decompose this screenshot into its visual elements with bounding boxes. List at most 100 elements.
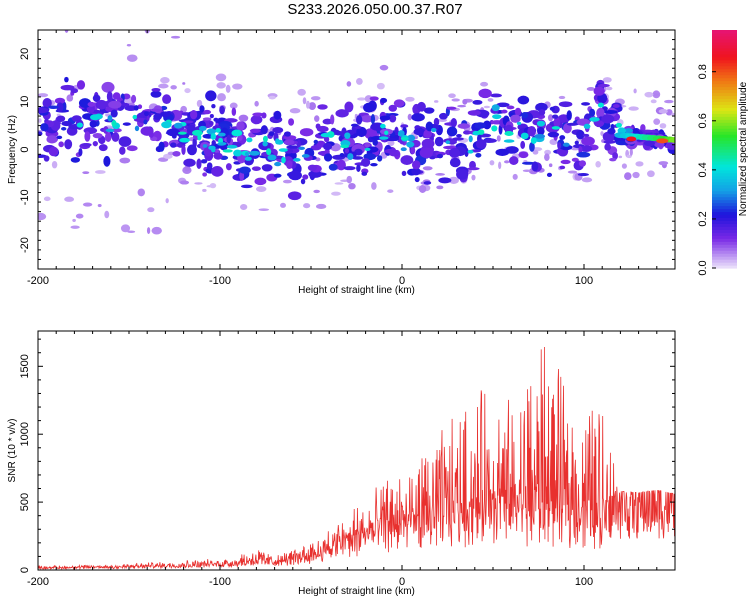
spectral-blob: [95, 99, 108, 110]
spectral-blob: [211, 166, 224, 177]
spectral-blob: [366, 146, 379, 153]
spectral-blob: [205, 90, 217, 102]
spectral-blob: [467, 110, 481, 116]
spectral-blob: [288, 170, 302, 181]
spectral-hotspot: [536, 120, 546, 127]
bottom-y-tick-label: 1500: [19, 354, 31, 378]
colorbar-segment: [712, 122, 737, 126]
colorbar-segment: [712, 226, 737, 230]
spectral-hotspot: [504, 130, 514, 137]
spectral-blob-faint: [496, 135, 501, 142]
colorbar-segment: [712, 98, 737, 102]
spectral-blob-faint: [387, 189, 394, 193]
spectral-hotspot: [624, 128, 633, 134]
spectral-hotspot: [192, 129, 203, 136]
spectral-blob-faint: [379, 64, 389, 71]
spectral-hotspot: [468, 135, 473, 143]
spectral-blob: [380, 97, 388, 104]
spectral-hotspot: [267, 154, 277, 161]
colorbar-label: Normalized spectral amplitude: [738, 81, 749, 216]
spectral-blob: [518, 151, 529, 159]
spectral-blob: [609, 157, 617, 162]
spectral-blob-faint: [595, 161, 601, 168]
spectral-blob: [273, 173, 282, 178]
spectral-blob: [411, 113, 425, 122]
spectral-blob-faint: [315, 203, 327, 209]
bottom-x-axis-label: Height of straight line (km): [298, 586, 415, 597]
spectral-blob: [581, 136, 595, 146]
spectral-blob: [209, 121, 214, 125]
spectral-blob: [288, 118, 295, 126]
spectral-blob: [219, 105, 225, 115]
colorbar-segment: [712, 116, 737, 120]
spectral-blob: [133, 117, 147, 122]
spectral-hotspot: [344, 132, 351, 139]
colorbar-segment: [712, 214, 737, 219]
spectral-blob: [457, 123, 470, 129]
spectral-blob: [566, 110, 572, 121]
spectral-blob-faint: [120, 224, 131, 233]
spectral-blob: [363, 102, 375, 113]
spectral-blob-faint: [504, 160, 510, 164]
colorbar-segment: [712, 137, 737, 141]
spectral-blob: [162, 94, 172, 105]
colorbar-segment: [712, 101, 737, 105]
spectral-blob: [604, 109, 618, 114]
spectral-blob: [456, 168, 469, 180]
spectral-hotspot: [534, 133, 546, 139]
colorbar-segment: [712, 208, 737, 213]
spectral-blob-faint: [371, 182, 377, 190]
spectral-blob: [111, 132, 120, 142]
spectral-blob-faint: [632, 171, 640, 179]
spectral-blob-faint: [547, 114, 554, 122]
spectral-blob: [231, 107, 237, 116]
colorbar-segment: [712, 107, 737, 111]
spectral-hotspot: [400, 147, 407, 152]
colorbar-segment: [712, 131, 737, 135]
spectral-blob: [581, 102, 591, 106]
spectral-hotspot: [76, 122, 83, 128]
spectral-blob: [130, 94, 137, 104]
spectral-blob: [538, 109, 546, 116]
spectral-blob: [419, 147, 434, 159]
spectral-blob: [501, 109, 508, 114]
spectral-blob-faint: [346, 81, 352, 87]
colorbar-segment: [712, 154, 737, 159]
spectral-blob-faint: [58, 25, 62, 29]
spectral-hotspot: [198, 125, 207, 131]
spectral-blob-faint: [462, 98, 468, 105]
spectral-blob-faint: [146, 227, 151, 234]
spectral-blob-faint: [522, 169, 532, 173]
spectral-blob: [170, 142, 177, 148]
spectral-blob: [108, 100, 122, 109]
spectral-blob: [323, 142, 333, 151]
colorbar-segment: [712, 77, 737, 82]
spectral-blob: [436, 153, 444, 159]
spectral-blob: [510, 114, 521, 123]
spectral-blob: [435, 139, 444, 146]
spectral-blob: [64, 139, 73, 150]
spectral-blob: [150, 90, 162, 98]
spectral-blob: [211, 140, 216, 146]
spectral-blob: [70, 88, 79, 94]
spectral-peak: [626, 136, 637, 142]
colorbar-segment: [712, 62, 737, 67]
spectral-blob: [40, 123, 49, 132]
spectral-blob: [286, 160, 293, 169]
spectral-blob: [552, 114, 559, 119]
colorbar-segment: [712, 83, 737, 88]
spectral-blob: [517, 95, 530, 105]
spectral-blob: [452, 137, 464, 141]
colorbar-segment: [712, 59, 737, 64]
spectral-hotspot: [340, 144, 350, 149]
colorbar-segment: [712, 241, 737, 245]
spectral-blob-faint: [355, 77, 363, 85]
spectral-blob-faint: [305, 100, 310, 109]
spectral-blob-faint: [202, 188, 207, 192]
spectral-blob: [313, 139, 319, 144]
spectral-blob: [335, 109, 349, 118]
spectral-blob: [475, 139, 487, 150]
bottom-y-tick-label: 1000: [19, 422, 31, 446]
top-x-tick-label: -200: [27, 275, 49, 287]
